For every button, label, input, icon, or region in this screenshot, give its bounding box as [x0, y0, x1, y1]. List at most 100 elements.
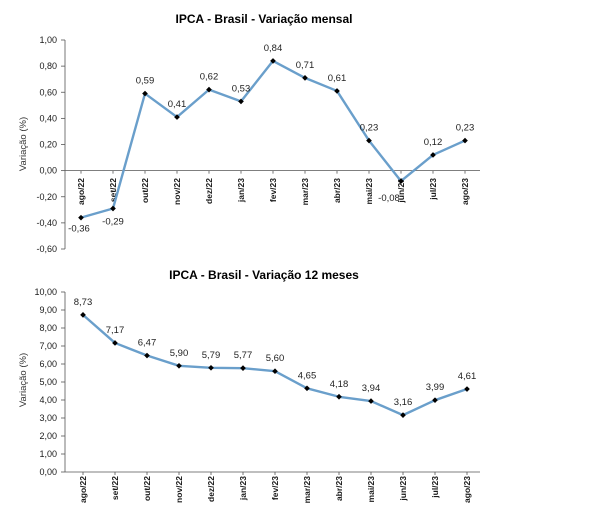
- category-label: ago/23: [462, 476, 472, 503]
- data-point-marker: [432, 397, 438, 404]
- data-point-marker: [240, 365, 246, 371]
- data-point-marker: [238, 98, 244, 105]
- data-point-marker: [144, 352, 150, 359]
- y-tick-label: 4,00: [39, 395, 57, 405]
- data-value-label: 0,59: [136, 76, 155, 87]
- category-label: abr/23: [332, 178, 342, 203]
- category-label: jul/23: [430, 476, 440, 499]
- data-point-marker: [176, 362, 182, 369]
- y-tick-label: 10,00: [34, 287, 57, 297]
- data-point-marker: [462, 137, 468, 144]
- y-tick-label: -0,40: [36, 218, 57, 228]
- category-label: fev/23: [270, 476, 280, 500]
- data-point-marker: [304, 385, 310, 392]
- data-point-marker: [80, 312, 86, 318]
- category-label: mai/23: [366, 476, 376, 503]
- twelve-month-variation-chart: IPCA - Brasil - Variação 12 meses Variaç…: [18, 268, 480, 503]
- category-label: ago/22: [76, 178, 86, 205]
- y-tick-label: 0,60: [39, 87, 57, 97]
- data-point-marker: [400, 412, 406, 418]
- data-value-label: 0,23: [360, 123, 379, 134]
- category-label: fev/23: [268, 178, 278, 202]
- data-point-marker: [208, 364, 214, 371]
- data-value-label: 0,84: [264, 43, 283, 54]
- y-tick-label: -0,60: [36, 244, 57, 254]
- data-value-label: 0,12: [424, 137, 443, 148]
- monthly-chart-y-axis-label: Variação (%): [18, 117, 29, 171]
- data-value-label: 5,90: [170, 348, 189, 359]
- data-value-label: 5,79: [202, 350, 221, 361]
- data-value-label: 5,77: [234, 350, 253, 361]
- data-value-label: -0,29: [102, 217, 124, 228]
- data-point-marker: [78, 214, 84, 221]
- category-label: ago/23: [460, 178, 470, 205]
- category-label: jul/23: [428, 178, 438, 201]
- data-value-label: 8,73: [74, 297, 93, 308]
- category-label: mai/23: [364, 178, 374, 205]
- data-value-label: 4,18: [330, 379, 349, 390]
- y-tick-label: 0,80: [39, 61, 57, 71]
- category-label: abr/23: [334, 476, 344, 501]
- data-point-marker: [398, 178, 404, 184]
- data-point-marker: [110, 205, 116, 212]
- category-label: dez/22: [204, 178, 214, 204]
- data-value-label: 0,62: [200, 72, 219, 83]
- data-point-marker: [206, 86, 212, 93]
- category-label: out/22: [140, 178, 150, 203]
- monthly-chart-title: IPCA - Brasil - Variação mensal: [176, 12, 353, 26]
- category-label: out/22: [142, 476, 152, 501]
- data-point-marker: [430, 152, 436, 158]
- y-tick-label: 0,00: [39, 166, 57, 176]
- category-label: jan/23: [238, 476, 248, 501]
- twelve-month-chart-title: IPCA - Brasil - Variação 12 meses: [169, 268, 359, 282]
- data-value-label: 0,53: [232, 83, 251, 94]
- y-tick-label: 8,00: [39, 323, 57, 333]
- category-label: mar/23: [302, 476, 312, 504]
- twelve-month-chart-y-axis-label: Variação (%): [18, 353, 29, 407]
- y-tick-label: 9,00: [39, 305, 57, 315]
- y-tick-label: 1,00: [39, 35, 57, 45]
- category-label: mar/23: [300, 178, 310, 206]
- data-point-marker: [366, 137, 372, 144]
- category-label: jun/23: [396, 178, 406, 204]
- data-value-label: 0,41: [168, 99, 187, 110]
- data-point-marker: [142, 90, 148, 97]
- category-label: dez/22: [206, 476, 216, 502]
- y-tick-label: 7,00: [39, 341, 57, 351]
- category-label: ago/22: [78, 476, 88, 503]
- data-value-label: 5,60: [266, 353, 285, 364]
- data-value-label: 6,47: [138, 338, 157, 349]
- data-point-marker: [302, 75, 308, 81]
- data-point-marker: [272, 368, 278, 375]
- category-label: jun/23: [398, 476, 408, 502]
- y-tick-label: 6,00: [39, 359, 57, 369]
- data-point-marker: [174, 114, 180, 120]
- data-value-label: 3,99: [426, 382, 445, 393]
- y-tick-label: -0,20: [36, 192, 57, 202]
- data-value-label: 3,94: [362, 383, 381, 394]
- category-label: set/22: [110, 476, 120, 500]
- y-tick-label: 0,00: [39, 467, 57, 477]
- monthly-variation-chart: IPCA - Brasil - Variação mensal Variação…: [18, 12, 480, 254]
- data-value-label: 0,61: [328, 73, 347, 84]
- category-label: nov/22: [172, 178, 182, 205]
- y-tick-label: 1,00: [39, 449, 57, 459]
- data-value-label: 3,16: [394, 397, 413, 408]
- y-tick-label: 0,20: [39, 140, 57, 150]
- data-value-label: 4,65: [298, 370, 317, 381]
- data-value-label: 4,61: [458, 371, 477, 382]
- y-tick-label: 5,00: [39, 377, 57, 387]
- data-value-label: 7,17: [106, 325, 125, 336]
- data-point-marker: [336, 393, 342, 400]
- y-tick-label: 3,00: [39, 413, 57, 423]
- y-tick-label: 2,00: [39, 431, 57, 441]
- data-value-label: -0,08: [378, 193, 400, 204]
- y-tick-label: 0,40: [39, 113, 57, 123]
- data-value-label: 0,23: [456, 123, 475, 134]
- data-point-marker: [334, 88, 340, 94]
- data-point-marker: [464, 386, 470, 392]
- data-value-label: 0,71: [296, 60, 315, 71]
- category-label: nov/22: [174, 476, 184, 503]
- data-value-label: -0,36: [68, 224, 90, 235]
